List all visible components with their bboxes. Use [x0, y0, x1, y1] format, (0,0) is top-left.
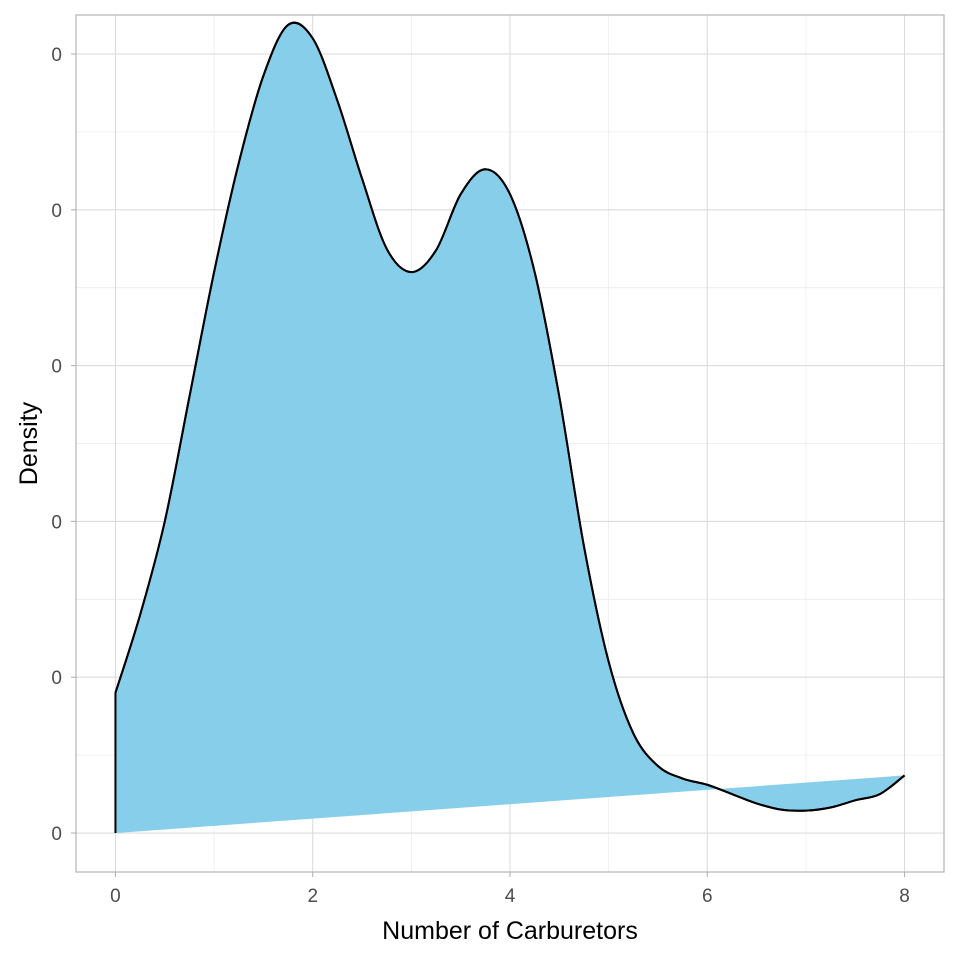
x-axis-title: Number of Carburetors	[382, 917, 638, 945]
y-tick-label: 0	[51, 357, 62, 378]
y-tick-label: 0	[51, 201, 62, 222]
y-tick-label: 0	[51, 668, 62, 689]
x-tick-label: 8	[899, 886, 910, 907]
y-axis-title: Density	[15, 401, 43, 485]
y-tick-label: 0	[51, 512, 62, 533]
density-line	[114, 21, 906, 812]
x-tick-label: 0	[110, 886, 121, 907]
x-tick-label: 6	[702, 886, 713, 907]
x-tick-label: 2	[307, 886, 318, 907]
axis-ticks: 0 2 4 6 8 0 0 0 0 0 0	[51, 45, 909, 907]
x-tick-label: 4	[505, 886, 516, 907]
y-tick-label: 0	[51, 45, 62, 66]
y-tick-label: 0	[51, 824, 62, 845]
